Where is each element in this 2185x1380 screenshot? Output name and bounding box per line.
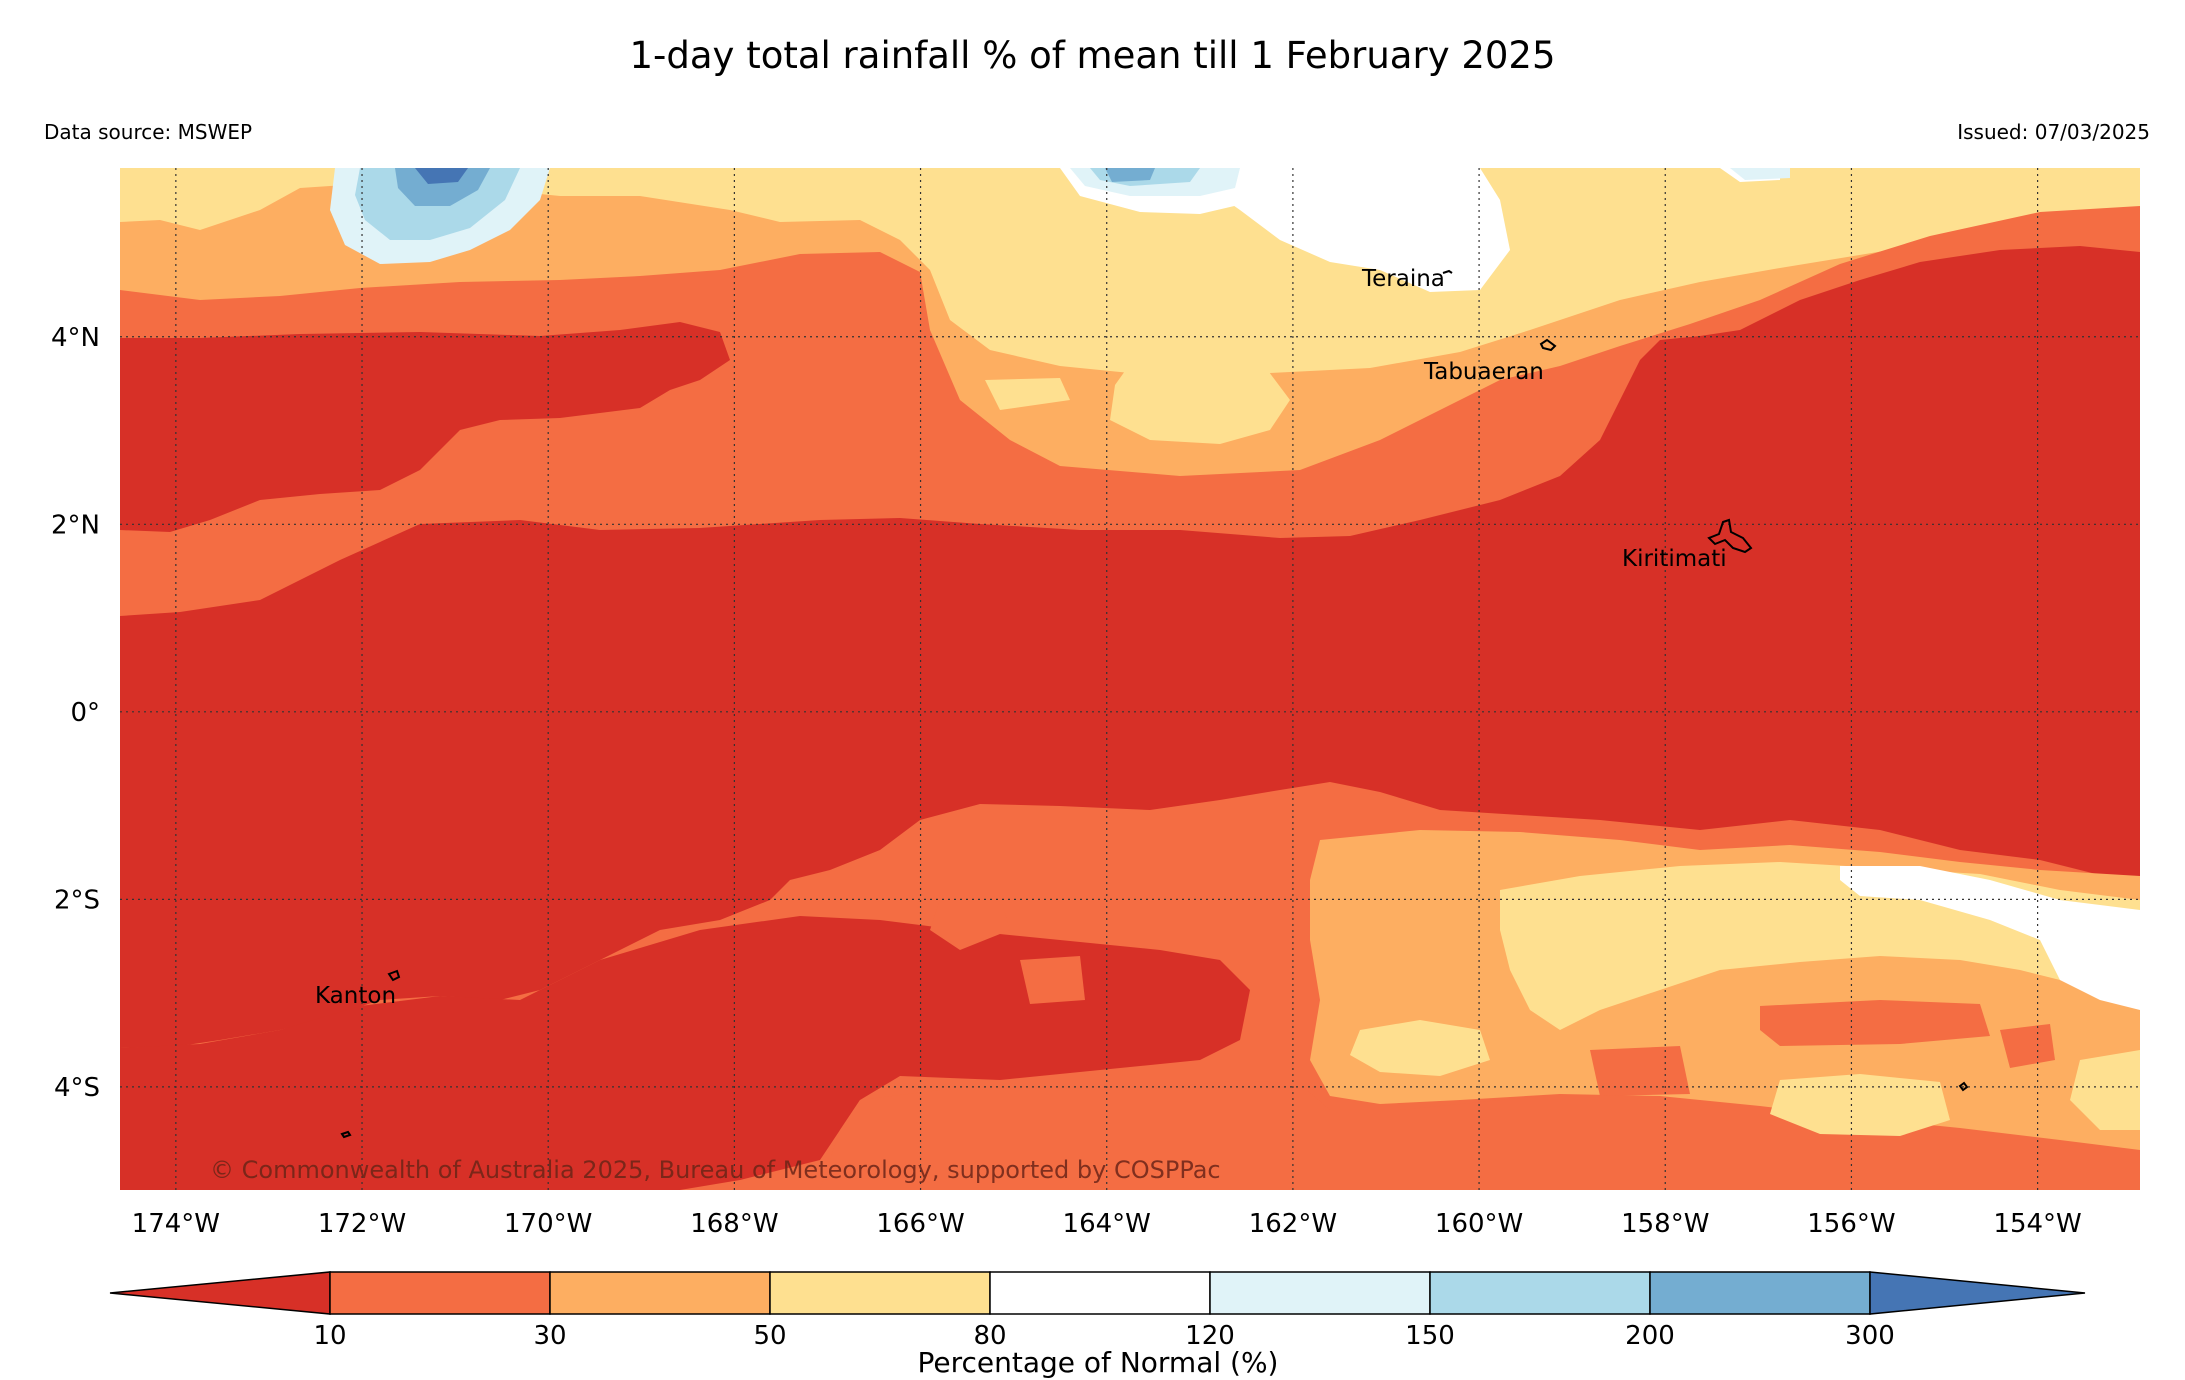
- longitude-label: 166°W: [876, 1209, 964, 1239]
- colorbar-tick-label: 200: [1625, 1321, 1675, 1351]
- south-orange-red-pocket: [1760, 1000, 1990, 1046]
- north-white-patch-2: [1180, 168, 1510, 292]
- colorbar: 10 30 50 80 120 150 200 300: [109, 1271, 2086, 1351]
- central-orange-red-pocket: [930, 896, 1010, 950]
- place-label-kanton: Kanton: [315, 983, 396, 1009]
- colorbar-segment: [1649, 1271, 1871, 1315]
- issued-date-label: Issued: 07/03/2025: [1957, 120, 2150, 144]
- kanton-island-outline: [387, 969, 401, 982]
- southwest-deep-red-region: [120, 916, 1250, 1190]
- colorbar-title: Percentage of Normal (%): [918, 1346, 1279, 1379]
- longitude-label: 168°W: [690, 1209, 778, 1239]
- central-yellow-pocket-2: [985, 378, 1070, 410]
- longitude-label: 172°W: [318, 1209, 406, 1239]
- longitude-labels: 174°W 172°W 170°W 168°W 166°W 164°W 162°W 160°W…: [132, 1209, 2082, 1239]
- colorbar-segment: [549, 1271, 771, 1315]
- colorbar-tick-label: 30: [533, 1321, 566, 1351]
- latitude-label: 2°S: [54, 885, 100, 915]
- north-blue-patch-1c: [395, 168, 490, 206]
- south-orange-red-region: [820, 1080, 2140, 1190]
- map-title: 1-day total rainfall % of mean till 1 Fe…: [629, 34, 1556, 77]
- colorbar-segment: [1209, 1271, 1431, 1315]
- south-orange-red-pocket-3: [1590, 1046, 1690, 1096]
- colorbar-tick-label: 80: [973, 1321, 1006, 1351]
- copyright-text: © Commonwealth of Australia 2025, Bureau…: [210, 1156, 1221, 1184]
- latitude-label: 4°S: [54, 1073, 100, 1103]
- rainfall-field: [120, 168, 2140, 1190]
- south-yellow-pocket-3: [2070, 1050, 2140, 1130]
- longitude-label: 154°W: [1993, 1209, 2081, 1239]
- tabuaeran-island-outline: [1539, 338, 1557, 352]
- north-yellow-region: [120, 168, 2140, 374]
- place-label-kiritimati: Kiritimati: [1622, 546, 1727, 572]
- longitude-label: 170°W: [504, 1209, 592, 1239]
- central-yellow-pocket: [1110, 342, 1290, 444]
- longitude-label: 174°W: [132, 1209, 220, 1239]
- south-yellow-pocket-2: [1770, 1074, 1950, 1136]
- colorbar-tick-label: 50: [753, 1321, 786, 1351]
- latitude-label: 2°N: [51, 510, 100, 540]
- longitude-label: 164°W: [1063, 1209, 1151, 1239]
- latitude-label: 0°: [70, 698, 100, 728]
- small-island-1: [340, 1130, 352, 1139]
- southeast-white-patch: [1840, 866, 2140, 1010]
- place-labels: Teraina Tabuaeran Kiritimati Kanton: [315, 266, 1727, 1009]
- teraina-island-outline: [1442, 269, 1453, 274]
- longitude-label: 160°W: [1435, 1209, 1523, 1239]
- colorbar-segment: [329, 1271, 551, 1315]
- colorbar-tick-label: 120: [1185, 1321, 1235, 1351]
- latitude-label: 4°N: [51, 323, 100, 353]
- colorbar-tick-label: 150: [1405, 1321, 1455, 1351]
- place-label-teraina: Teraina: [1361, 266, 1445, 292]
- data-source-label: Data source: MSWEP: [44, 120, 253, 144]
- south-yellow-pocket: [1350, 1020, 1490, 1076]
- longitude-label: 162°W: [1249, 1209, 1337, 1239]
- colorbar-tick-label: 10: [313, 1321, 346, 1351]
- latitude-labels: 4°N 2°N 0° 2°S 4°S: [51, 323, 100, 1103]
- graticule: [120, 168, 2140, 1190]
- islands: [340, 269, 1969, 1139]
- colorbar-high-extend: [1869, 1271, 2086, 1315]
- kiritimati-island-outline: [1707, 518, 1753, 554]
- place-label-tabuaeran: Tabuaeran: [1423, 359, 1544, 385]
- colorbar-segment: [989, 1271, 1211, 1315]
- north-blue-patch-3: [1730, 168, 1790, 180]
- colorbar-tick-label: 300: [1845, 1321, 1895, 1351]
- colorbar-segment: [1429, 1271, 1651, 1315]
- south-orange-red-pocket-2: [2000, 1024, 2055, 1068]
- main-deep-red-region: [120, 246, 2140, 1048]
- colorbar-low-extend: [109, 1271, 331, 1315]
- north-blue-patch-2c: [1105, 168, 1155, 182]
- longitude-label: 158°W: [1621, 1209, 1709, 1239]
- north-blue-patch-1d: [415, 168, 468, 184]
- small-island-2: [1958, 1081, 1969, 1092]
- colorbar-segment: [769, 1271, 991, 1315]
- central-orange-red-pocket-2: [1020, 956, 1085, 1004]
- longitude-label: 156°W: [1807, 1209, 1895, 1239]
